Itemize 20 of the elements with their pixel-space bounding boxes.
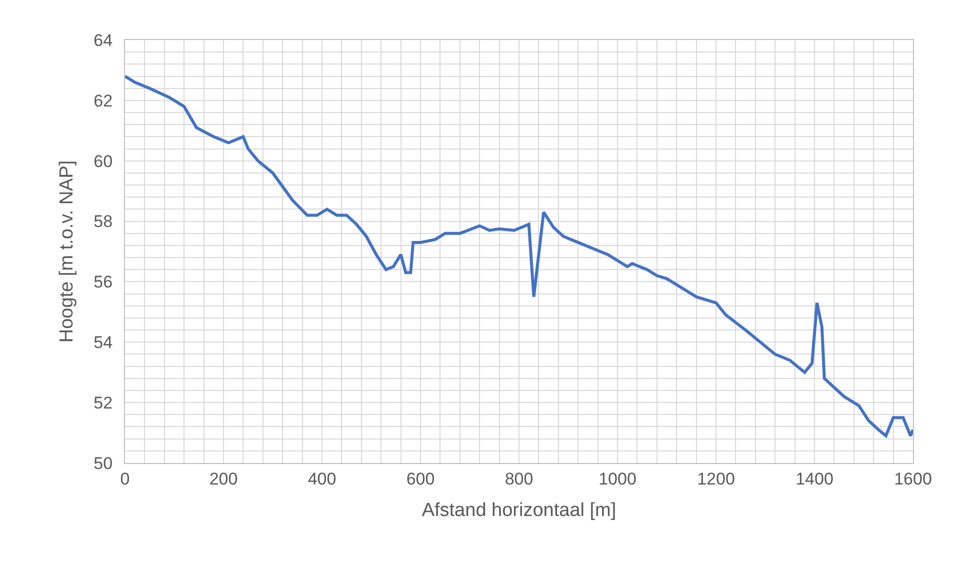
y-tick-label: 64	[94, 30, 113, 50]
x-tick-label: 1200	[697, 469, 735, 488]
x-tick-label: 0	[120, 469, 130, 488]
x-tick-label: 600	[406, 469, 435, 488]
x-tick-label: 800	[504, 469, 534, 488]
y-tick-label: 62	[94, 91, 113, 110]
x-tick-label: 1000	[598, 469, 636, 488]
y-tick-label: 58	[94, 212, 113, 232]
y-tick-label: 60	[94, 152, 113, 171]
line-series	[125, 74, 913, 438]
x-tick-label: 400	[308, 469, 336, 488]
y-tick-label: 50	[94, 454, 113, 473]
x-axis-title: Afstand horizontaal [m]	[422, 500, 616, 522]
y-tick-label: 52	[94, 394, 113, 413]
x-tick-label: 1400	[796, 469, 834, 488]
x-tick-label: 1600	[894, 469, 932, 488]
y-tick-label: 56	[94, 272, 113, 292]
x-tick-label: 200	[209, 469, 238, 488]
y-tick-label: 54	[94, 333, 113, 352]
y-axis-title: Hoogte [m t.o.v. NAP]	[56, 160, 78, 343]
